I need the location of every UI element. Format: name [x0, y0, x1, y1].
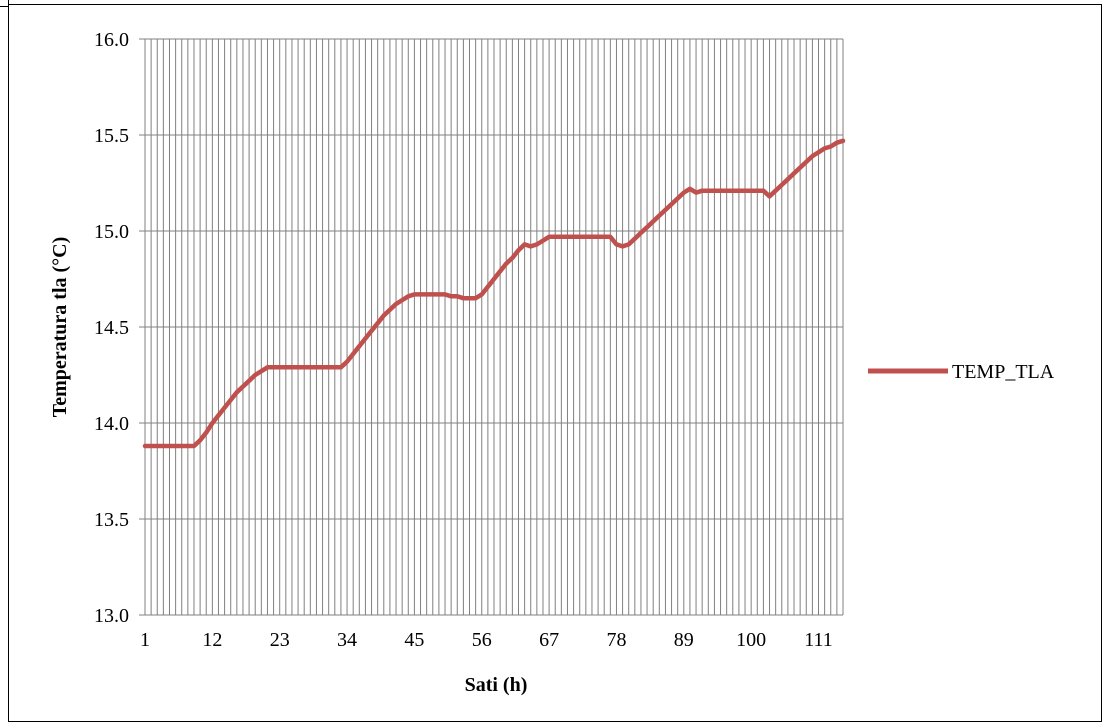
series-line-temp-tla [142, 138, 846, 449]
y-tick-labels: 13.0 13.5 14.0 14.5 15.0 15.5 16.0 [94, 29, 129, 627]
x-tick-label: 100 [736, 629, 766, 651]
corner-mark [0, 0, 9, 7]
x-tick-label: 67 [539, 629, 559, 651]
series-layer [142, 138, 846, 449]
horizontal-gridlines [139, 38, 843, 616]
x-tick-label: 78 [606, 629, 626, 651]
x-axis-title: Sati (h) [465, 674, 528, 696]
x-tick-label: 56 [472, 629, 492, 651]
y-tick-label: 16.0 [94, 29, 129, 51]
y-tick-label: 13.0 [94, 605, 129, 627]
y-axis-title: Temperatura tla (°C) [49, 237, 71, 418]
x-tick-label: 45 [404, 629, 424, 651]
x-tick-label: 1 [140, 629, 150, 651]
y-tick-label: 14.0 [94, 413, 129, 435]
x-tick-label: 34 [337, 629, 357, 651]
y-tick-label: 15.0 [94, 221, 129, 243]
x-tick-labels: 1 12 23 34 45 56 67 78 89 100 111 [140, 629, 833, 651]
y-tick-label: 13.5 [94, 509, 129, 531]
chart-frame [8, 4, 1102, 722]
x-tick-label: 89 [674, 629, 694, 651]
y-tick-label: 15.5 [94, 125, 129, 147]
x-tick-label: 111 [804, 629, 833, 651]
legend-label: TEMP_TLA [952, 361, 1055, 383]
axes [144, 39, 843, 616]
x-tick-label: 12 [202, 629, 222, 651]
legend: TEMP_TLA [868, 361, 1055, 383]
y-tick-label: 14.5 [94, 317, 129, 339]
x-tick-label: 23 [270, 629, 290, 651]
